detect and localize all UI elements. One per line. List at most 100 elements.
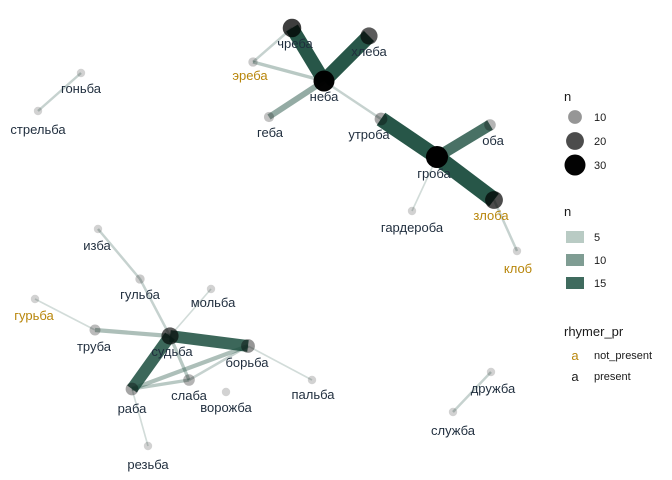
node-label-эреба: эреба bbox=[232, 68, 268, 83]
node-геба bbox=[263, 111, 275, 123]
edge-борьба-пальба bbox=[247, 345, 313, 381]
label-layer: чреба хлеба эреба неба геба гоньба стрельба утр… bbox=[10, 36, 532, 472]
edge-мольба-судьба bbox=[169, 288, 212, 337]
node-судьба bbox=[161, 327, 179, 345]
node-резьба bbox=[143, 441, 153, 451]
node-мольба bbox=[206, 284, 216, 294]
edge-труба-судьба bbox=[94, 327, 171, 339]
edge-гроба-злоба bbox=[432, 150, 499, 207]
edge-гульба-судьба bbox=[138, 278, 172, 337]
node-label-злоба: злоба bbox=[473, 208, 509, 223]
node-неба bbox=[313, 70, 335, 92]
node-label-оба: оба bbox=[482, 133, 504, 148]
node-ворожба bbox=[221, 387, 231, 397]
edge-изба-гульба bbox=[97, 228, 141, 280]
node-label-служба: служба bbox=[431, 423, 476, 438]
legend-node-label: 10 bbox=[594, 112, 606, 124]
node-label-стрельба: стрельба bbox=[10, 122, 66, 137]
node-служба bbox=[448, 407, 458, 417]
legend-rhymer-label: not_present bbox=[594, 350, 652, 362]
node-label-резьба: резьба bbox=[127, 457, 169, 472]
edge-layer bbox=[34, 24, 519, 447]
edge-геба-неба bbox=[267, 78, 326, 120]
node-пальба bbox=[307, 375, 317, 385]
edge-судьба-борьба bbox=[169, 330, 249, 352]
legend-edge-swatch bbox=[566, 231, 584, 243]
node-оба bbox=[484, 119, 496, 131]
legend-edge-label: 15 bbox=[594, 278, 606, 290]
node-злоба bbox=[485, 191, 503, 209]
node-хлеба bbox=[360, 27, 378, 45]
node-label-геба: геба bbox=[257, 125, 284, 140]
node-label-клоб: клоб bbox=[504, 261, 532, 276]
node-label-слаба: слаба bbox=[171, 388, 207, 403]
legend-edge-swatch bbox=[566, 254, 584, 266]
node-label-борьба: борьба bbox=[225, 355, 269, 370]
edge-гурьба-труба bbox=[34, 298, 96, 331]
legend-rhymer-title: rhymer_pr bbox=[564, 324, 624, 339]
legend-node-swatch bbox=[568, 110, 582, 124]
node-label-гардероба: гардероба bbox=[381, 220, 444, 235]
node-раба bbox=[125, 382, 139, 396]
edge-дружба-служба bbox=[452, 371, 492, 413]
legend-edge-label: 5 bbox=[594, 232, 600, 244]
node-label-пальба: пальба bbox=[291, 387, 335, 402]
node-гурьба bbox=[30, 294, 40, 304]
node-гроба bbox=[425, 145, 449, 169]
node-гоньба bbox=[76, 68, 86, 78]
node-label-гульба: гульба bbox=[120, 287, 160, 302]
edge-борьба-раба bbox=[131, 344, 249, 391]
edge-гоньба-стрельба bbox=[37, 72, 82, 112]
node-label-хлеба: хлеба bbox=[351, 44, 387, 59]
node-label-дружба: дружба bbox=[471, 381, 516, 396]
edge-неба-утроба bbox=[323, 79, 382, 121]
node-label-мольба: мольба bbox=[191, 295, 236, 310]
node-клоб bbox=[512, 246, 522, 256]
node-труба bbox=[89, 324, 101, 336]
node-стрельба bbox=[33, 106, 43, 116]
edge-судьба-раба bbox=[127, 332, 175, 393]
legend-node-size-title: n bbox=[564, 89, 571, 104]
node-ч-ереба bbox=[282, 18, 302, 38]
node-гульба bbox=[135, 274, 145, 284]
node-борьба bbox=[241, 339, 255, 353]
node-layer bbox=[30, 18, 522, 451]
legend-edge-swatch bbox=[566, 277, 584, 289]
node-label-раба: раба bbox=[118, 401, 148, 416]
edge-раба-слаба bbox=[131, 378, 190, 391]
node-label-гурьба: гурьба bbox=[14, 308, 54, 323]
node-изба bbox=[93, 224, 103, 234]
node-label-ч-ереба: чреба bbox=[277, 36, 313, 51]
edge-утроба-гроба bbox=[376, 112, 442, 164]
node-label-ворожба: ворожба bbox=[200, 400, 252, 415]
legend-node-swatch bbox=[564, 154, 586, 176]
node-label-гроба: гроба bbox=[417, 166, 451, 181]
legend-rhymer-glyph: a bbox=[571, 348, 579, 363]
legend-node-swatch bbox=[566, 132, 584, 150]
legend-edge-label: 10 bbox=[594, 255, 606, 267]
node-label-гоньба: гоньба bbox=[61, 81, 102, 96]
node-утроба bbox=[374, 112, 388, 126]
node-label-утроба: утроба bbox=[348, 127, 390, 142]
edge-хлеба-неба bbox=[318, 30, 375, 87]
edge-эреба-неба bbox=[252, 60, 325, 83]
node-label-труба: труба bbox=[77, 339, 112, 354]
node-эреба bbox=[248, 57, 258, 67]
legend-node-label: 20 bbox=[594, 136, 606, 148]
legend-node-label: 30 bbox=[594, 160, 606, 172]
node-гардероба bbox=[407, 206, 417, 216]
node-label-изба: изба bbox=[83, 238, 111, 253]
edge-раба-резьба bbox=[131, 388, 149, 447]
legend-edge-width-title: n bbox=[564, 204, 571, 219]
node-слаба bbox=[183, 374, 195, 386]
node-дружба bbox=[486, 367, 496, 377]
node-label-судьба: судьба bbox=[151, 344, 193, 359]
legend-edge-width: n 5 10 15 bbox=[564, 204, 606, 290]
edge-слаба-борьба bbox=[188, 344, 249, 382]
edge-злоба-клоб bbox=[492, 199, 519, 252]
legend-rhymer-glyph: a bbox=[571, 369, 579, 384]
legend-node-size: n 10 20 30 bbox=[564, 89, 606, 176]
